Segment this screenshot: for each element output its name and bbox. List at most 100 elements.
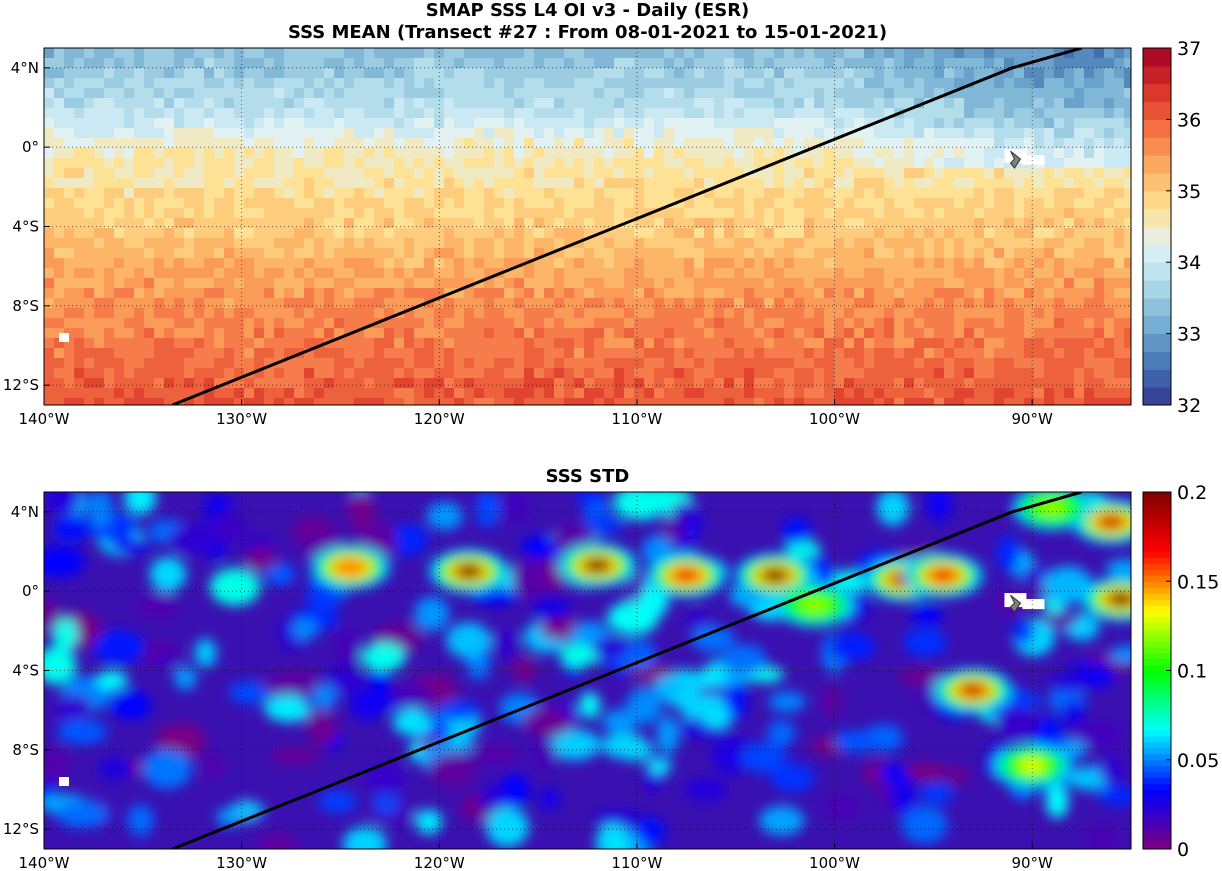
colorbar-segment xyxy=(1143,587,1171,594)
x-tick-label: 90°W xyxy=(1011,854,1053,871)
sss-mean-colorbar: 32 33 34 35 36 37 xyxy=(1142,38,1201,417)
colorbar-tick-label: 35 xyxy=(1177,181,1201,203)
colorbar-segment xyxy=(1143,83,1171,103)
colorbar-segment xyxy=(1143,262,1171,281)
colorbar-tick-label: 0.1 xyxy=(1177,661,1207,683)
colorbar-segment xyxy=(1143,735,1171,743)
colorbar-segment xyxy=(1143,795,1171,802)
land-mask xyxy=(59,777,69,786)
colorbar-segment xyxy=(1143,605,1171,612)
colorbar-segment xyxy=(1143,533,1171,541)
colorbar-segment xyxy=(1143,297,1171,317)
y-tick-label: 4°S xyxy=(12,662,39,680)
colorbar-segment xyxy=(1143,563,1171,570)
colorbar-segment xyxy=(1143,208,1171,227)
colorbar-segment xyxy=(1143,664,1171,671)
x-tick-label: 130°W xyxy=(216,854,267,871)
y-tick-label: 4°N xyxy=(11,503,39,521)
y-tick-label: 0° xyxy=(22,582,39,600)
colorbar-segment xyxy=(1143,611,1171,618)
colorbar-segment xyxy=(1143,622,1171,630)
figure-title-line2: SSS MEAN (Transect #27 : From 08-01-2021… xyxy=(287,22,888,43)
colorbar-segment xyxy=(1143,569,1171,576)
colorbar-segment xyxy=(1143,801,1171,808)
colorbar-segment xyxy=(1143,581,1171,588)
colorbar-tick-label: 36 xyxy=(1177,109,1201,131)
colorbar-segment xyxy=(1143,593,1171,600)
colorbar-tick-label: 32 xyxy=(1177,395,1201,417)
sss-mean-panel: 140°W 130°W 120°W 110°W 100°W 90°W 4°N 0° 4°S 8°S… xyxy=(3,47,1132,428)
colorbar-segment xyxy=(1143,545,1171,552)
colorbar-segment xyxy=(1143,539,1171,547)
colorbar-segment xyxy=(1143,819,1171,826)
colorbar-segment xyxy=(1143,65,1171,85)
colorbar-segment xyxy=(1143,640,1171,648)
station-marker xyxy=(1009,150,1022,169)
colorbar-segment xyxy=(1143,682,1171,689)
x-tick-label: 120°W xyxy=(414,410,465,428)
y-tick-label: 12°S xyxy=(3,376,39,394)
colorbar-tick-label: 0.2 xyxy=(1177,482,1207,504)
colorbar-segment xyxy=(1143,280,1171,299)
sss-std-panel: 140°W 130°W 120°W 110°W 100°W 90°W 4°N 0° 4°S 8°S… xyxy=(3,491,1132,871)
x-tick-label: 120°W xyxy=(414,854,465,871)
x-tick-label: 90°W xyxy=(1011,410,1053,428)
y-tick-label: 0° xyxy=(22,138,39,156)
y-tick-label: 8°S xyxy=(12,741,39,759)
transect-line xyxy=(171,48,1083,405)
colorbar-segment xyxy=(1143,575,1171,582)
colorbar-segment xyxy=(1143,190,1171,210)
y-tick-label: 12°S xyxy=(3,820,39,838)
colorbar-segment xyxy=(1143,333,1171,352)
colorbar-segment xyxy=(1143,843,1171,850)
colorbar-segment xyxy=(1143,753,1171,761)
colorbar-segment xyxy=(1143,521,1171,529)
colorbar-segment xyxy=(1143,244,1171,263)
colorbar-segment xyxy=(1143,706,1171,713)
colorbar-segment xyxy=(1143,765,1171,773)
colorbar-segment xyxy=(1143,515,1171,523)
colorbar-segment xyxy=(1143,789,1171,796)
colorbar-segment xyxy=(1143,759,1171,767)
colorbar-tick-label: 0.05 xyxy=(1177,750,1219,772)
colorbar-segment xyxy=(1143,694,1171,701)
colorbar-segment xyxy=(1143,777,1171,785)
colorbar-segment xyxy=(1143,369,1171,388)
colorbar-segment xyxy=(1143,724,1171,731)
colorbar-tick-label: 0.15 xyxy=(1177,571,1219,593)
colorbar-segment xyxy=(1143,825,1171,832)
colorbar-segment xyxy=(1143,670,1171,677)
colorbar-segment xyxy=(1143,634,1171,642)
colorbar-segment xyxy=(1143,730,1171,737)
y-tick-label: 8°S xyxy=(12,297,39,315)
x-tick-label: 100°W xyxy=(809,410,860,428)
figure-title-line1: SMAP SSS L4 OI v3 - Daily (ESR) xyxy=(425,0,750,21)
colorbar-segment xyxy=(1143,101,1171,120)
colorbar-segment xyxy=(1143,315,1171,335)
colorbar-segment xyxy=(1143,646,1171,654)
colorbar-segment xyxy=(1143,492,1171,499)
colorbar-segment xyxy=(1143,172,1171,192)
y-tick-label: 4°N xyxy=(11,59,39,77)
colorbar-segment xyxy=(1143,616,1171,624)
transect-line xyxy=(171,492,1083,849)
colorbar-segment xyxy=(1143,771,1171,779)
land-mask xyxy=(59,333,69,342)
colorbar-tick-label: 33 xyxy=(1177,324,1201,346)
colorbar-frame xyxy=(1142,47,1172,406)
colorbar-segment xyxy=(1143,712,1171,719)
colorbar-segment xyxy=(1143,741,1171,749)
x-tick-label: 100°W xyxy=(809,854,860,871)
colorbar-segment xyxy=(1143,807,1171,814)
colorbar-tick-label: 37 xyxy=(1177,38,1201,60)
colorbar-segment xyxy=(1143,155,1171,174)
colorbar-segment xyxy=(1143,658,1171,666)
colorbar-segment xyxy=(1143,837,1171,844)
colorbar-segment xyxy=(1143,813,1171,820)
sss-std-colorbar: 0 0.05 0.1 0.15 0.2 xyxy=(1142,482,1219,861)
colorbar-segment xyxy=(1143,497,1171,505)
colorbar-segment xyxy=(1143,551,1171,558)
colorbar-segment xyxy=(1143,700,1171,707)
x-tick-label: 110°W xyxy=(611,410,662,428)
